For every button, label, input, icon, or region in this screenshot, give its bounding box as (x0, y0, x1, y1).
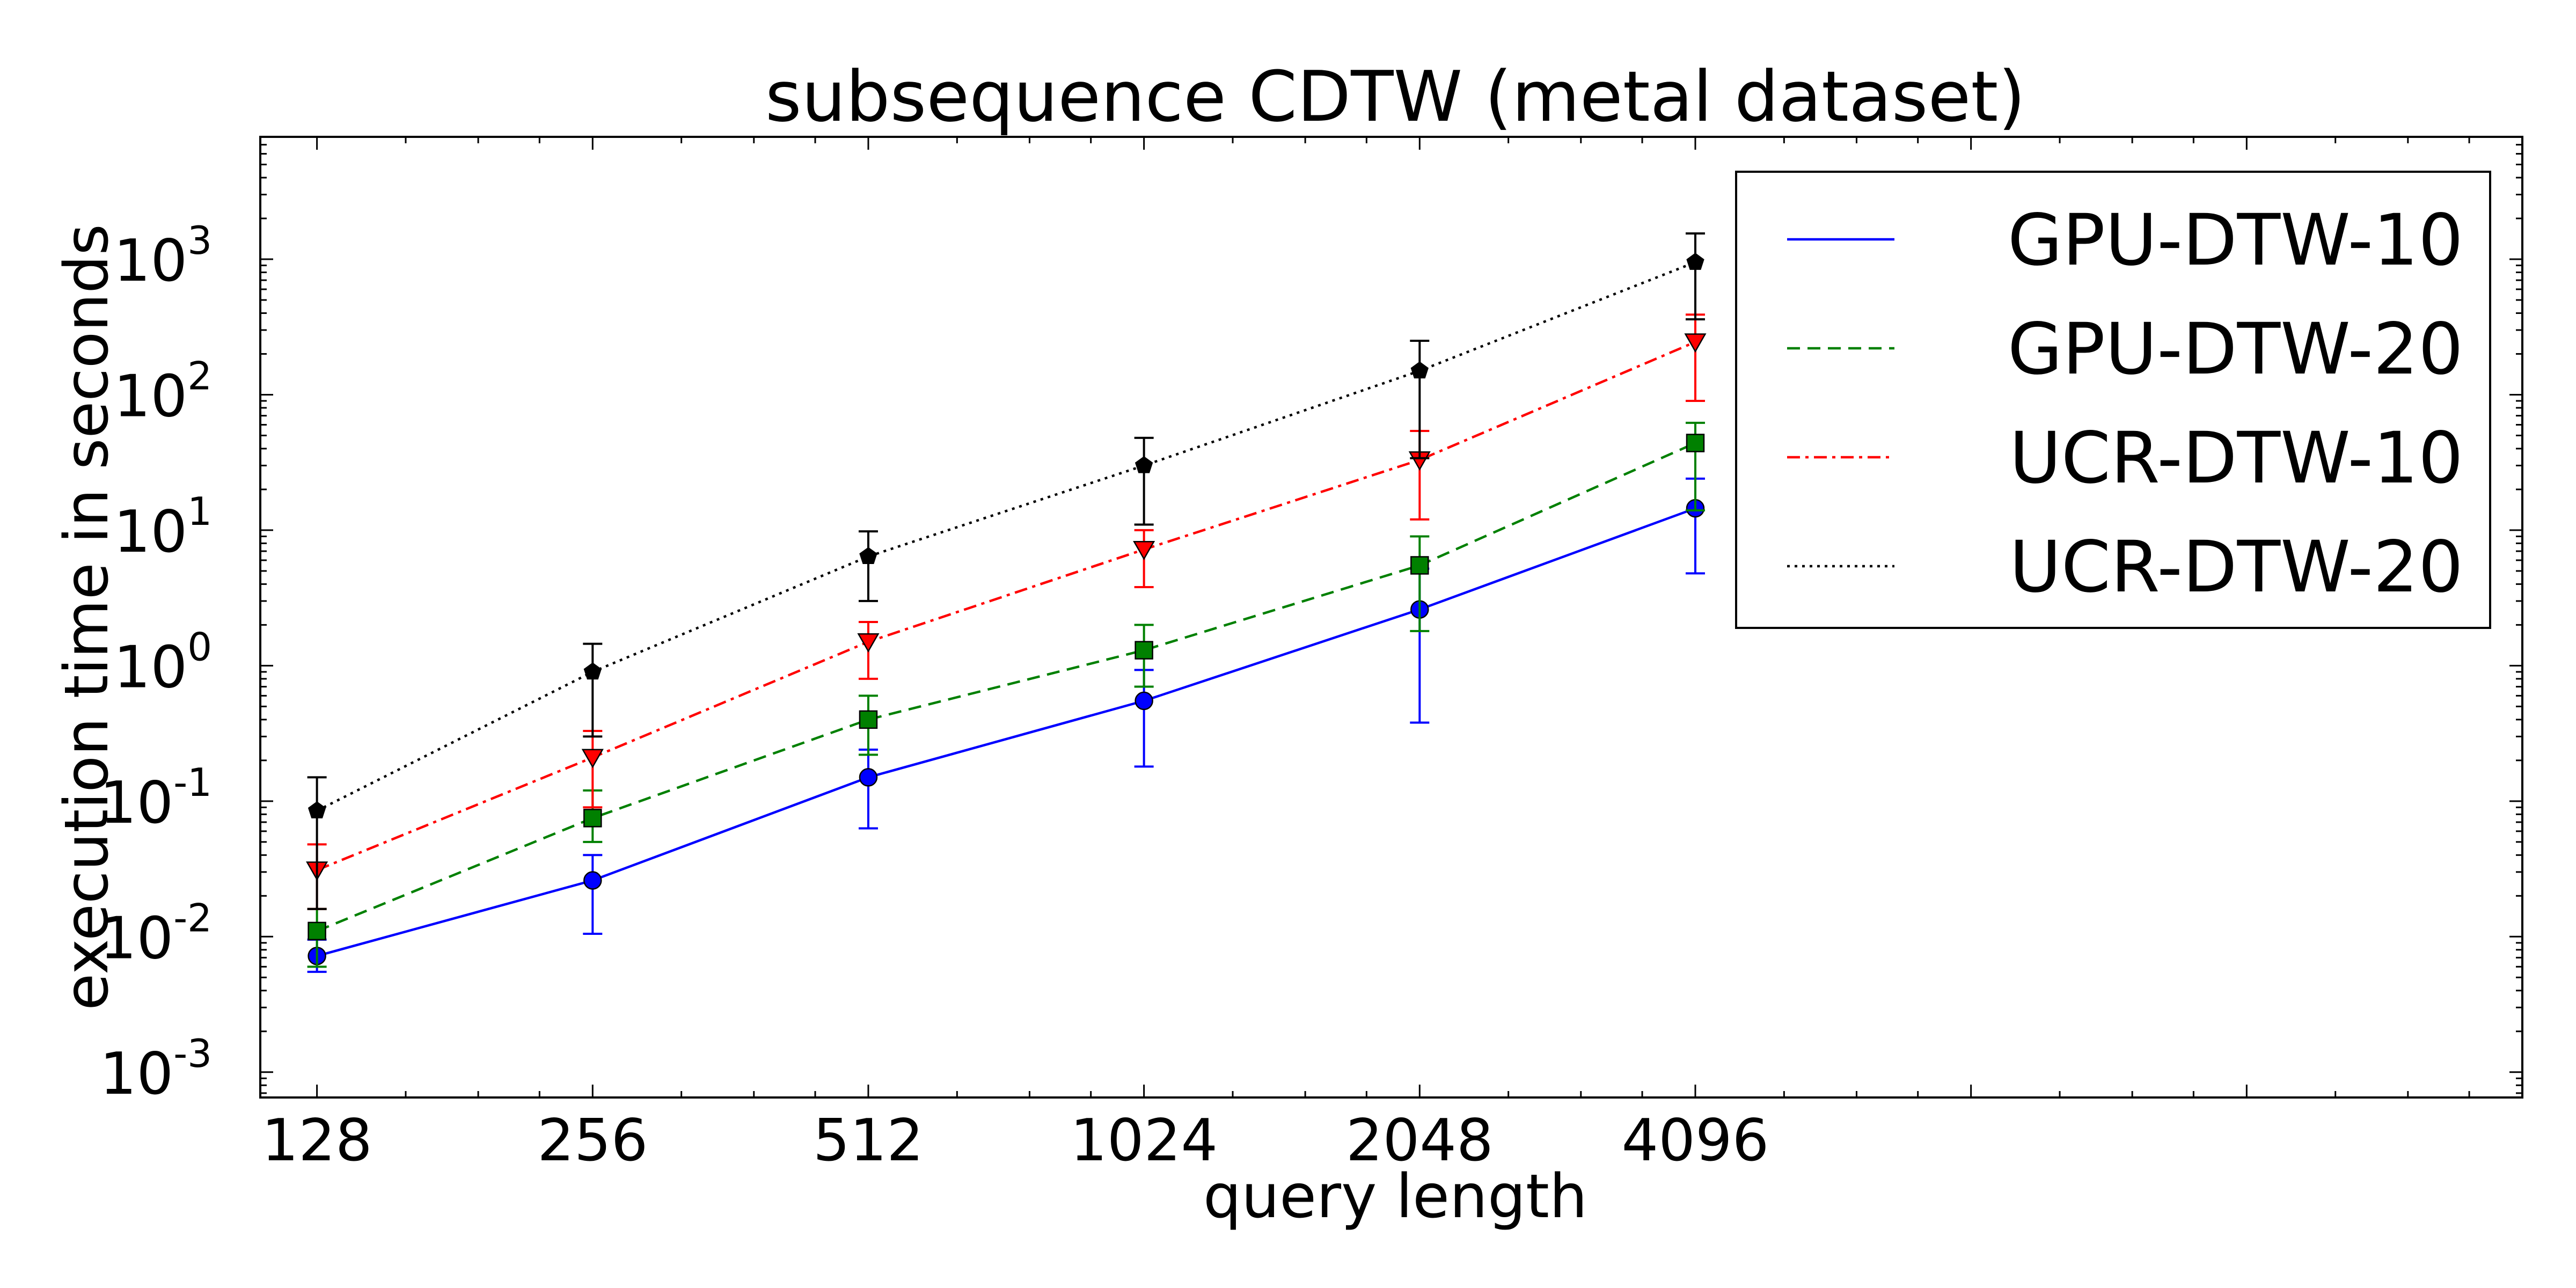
x-axis-label: query length (1203, 1162, 1587, 1232)
y-tick-labels: 10-3 10-2 10-1 100 101 102 103 (100, 218, 212, 1108)
x-tick-label: 4096 (1622, 1107, 1769, 1174)
data-point-marker (308, 801, 326, 818)
y-tick-label: 103 (114, 218, 212, 295)
x-tick-label: 128 (262, 1107, 372, 1174)
legend-frame (1735, 171, 2491, 629)
data-point-marker (583, 809, 602, 828)
data-point-marker (583, 871, 602, 890)
data-point-marker (581, 749, 604, 769)
y-tick-label: 101 (114, 489, 212, 566)
data-point-marker (1133, 540, 1155, 560)
plot-frame (259, 136, 2523, 1099)
series-layer (306, 232, 1707, 973)
y-tick-label: 10-2 (100, 895, 212, 972)
x-tick-label: 512 (813, 1107, 924, 1174)
legend-label: UCR-DTW-20 (2009, 526, 2463, 609)
series-line (316, 442, 1696, 932)
data-point-marker (308, 921, 326, 941)
legend-label: UCR-DTW-10 (2009, 417, 2463, 500)
data-point-marker (1135, 456, 1153, 473)
series-gpu-dtw-20 (307, 421, 1705, 968)
data-point-marker (1684, 333, 1707, 353)
legend: GPU-DTW-10 GPU-DTW-20 UCR-DTW-10 UCR-DTW-20 (1735, 171, 2491, 629)
series-line (316, 341, 1696, 872)
x-tick-label: 2048 (1346, 1107, 1494, 1174)
x-tick-label: 1024 (1070, 1107, 1218, 1174)
series-line (317, 507, 1696, 957)
series-ucr-dtw-20 (307, 232, 1705, 910)
data-point-marker (1686, 434, 1705, 452)
series-line (316, 261, 1696, 812)
data-point-marker (1410, 556, 1429, 575)
y-axis-label: execution time in seconds (52, 224, 122, 1011)
y-tick-label: 10-1 (100, 760, 212, 837)
data-point-marker (857, 633, 880, 653)
y-tick-label: 100 (114, 624, 212, 701)
data-point-marker (1410, 361, 1429, 379)
data-point-marker (1686, 253, 1704, 270)
legend-label: GPU-DTW-10 (2008, 199, 2463, 282)
data-point-marker (583, 662, 602, 680)
y-tick-label: 102 (114, 353, 212, 430)
x-tick-label: 256 (537, 1107, 648, 1174)
data-point-marker (1135, 691, 1153, 711)
data-point-marker (859, 768, 878, 787)
data-point-marker (859, 710, 878, 729)
y-tick-label: 10-3 (100, 1031, 212, 1108)
x-tick-labels: 128 256 512 1024 2048 4096 (262, 1107, 1769, 1174)
legend-label: GPU-DTW-20 (2008, 308, 2463, 391)
data-point-marker (859, 547, 877, 565)
data-point-marker (1135, 641, 1153, 660)
chart-title: subsequence CDTW (metal dataset) (765, 56, 2025, 137)
